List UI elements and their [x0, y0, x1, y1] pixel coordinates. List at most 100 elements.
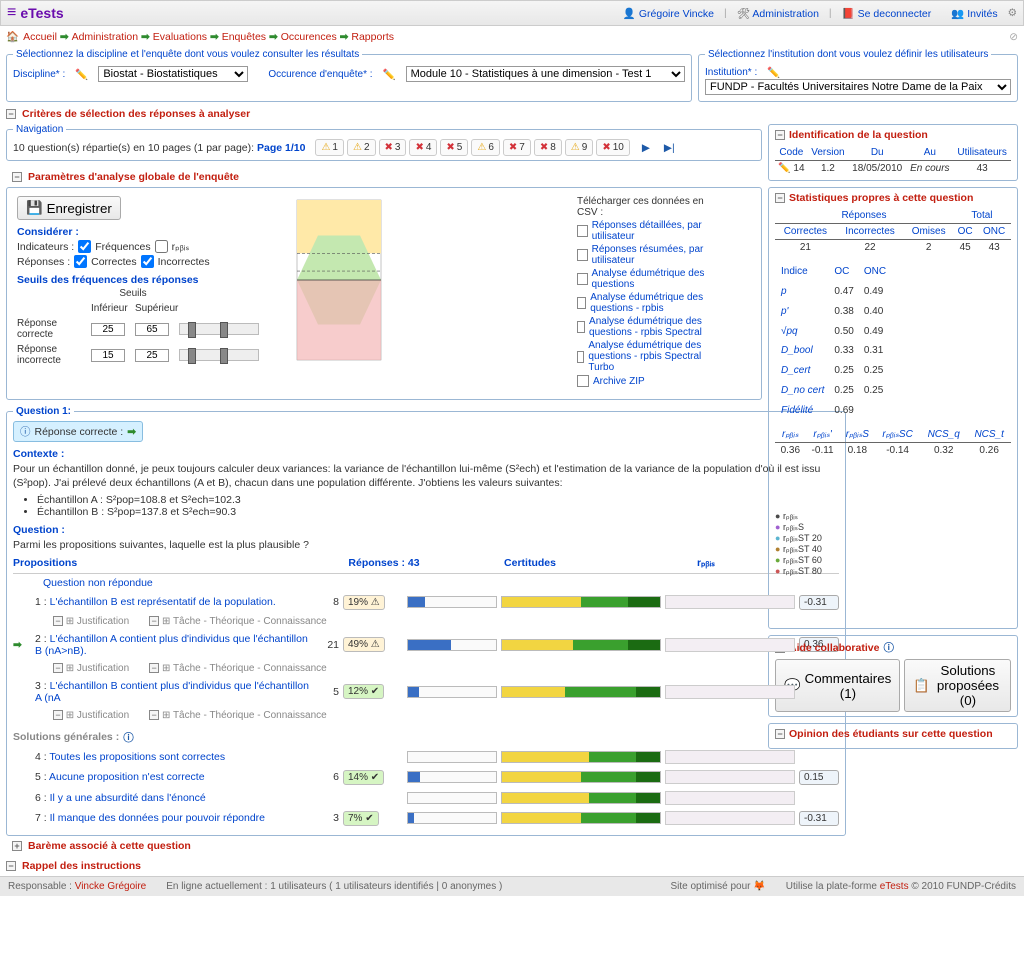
- prop-row: 7 : Il manque des données pour pouvoir r…: [13, 808, 839, 829]
- brand[interactable]: ≡ eTests: [7, 4, 64, 22]
- correct-sup-input[interactable]: [135, 323, 169, 336]
- params-header[interactable]: − Paramètres d'analyse globale de l'enqu…: [6, 167, 762, 187]
- breadcrumb-link[interactable]: Accueil: [23, 31, 57, 43]
- thresh-label: Seuils des fréquences des réponses: [17, 274, 267, 286]
- footer-resp-link[interactable]: Vincke Grégoire: [75, 881, 147, 892]
- topbar: ≡ eTests 👤 Grégoire Vincke | 🛠 Administr…: [0, 0, 1024, 26]
- incorrect-slider[interactable]: [179, 349, 259, 361]
- edit-icon-3[interactable]: ✏️: [767, 66, 780, 79]
- breadcrumb: 🏠 Accueil ➡ Administration ➡ Evaluations…: [0, 26, 1024, 47]
- institution-legend: Sélectionnez l'institution dont vous vou…: [705, 49, 991, 60]
- rappel-header[interactable]: − Rappel des instructions: [0, 856, 1024, 876]
- nav-last-icon[interactable]: ▶|: [662, 142, 677, 154]
- prop-row: 6 : Il y a une absurdité dans l'énoncé: [13, 788, 839, 808]
- qnav-button[interactable]: 4: [409, 139, 437, 156]
- download-link[interactable]: Analyse édumétrique des questions - rpbi…: [577, 292, 727, 314]
- download-link[interactable]: Analyse édumétrique des questions - rpbi…: [577, 316, 727, 338]
- discipline-legend: Sélectionnez la discipline et l'enquête …: [13, 49, 362, 60]
- expand-icon[interactable]: +: [12, 841, 22, 851]
- prop-row: 4 : Toutes les propositions sont correct…: [13, 747, 839, 767]
- qnav-button[interactable]: 9: [565, 139, 594, 156]
- institution-label: Institution* :: [705, 67, 757, 78]
- prop-row: 1 : L'échantillon B est représentatif de…: [13, 592, 839, 613]
- qnav-button[interactable]: 2: [347, 139, 376, 156]
- prop-row: 3 : L'échantillon B contient plus d'indi…: [13, 677, 839, 707]
- collab-panel: −Aide collaborative ⓘ 💬 Commentaires (1)…: [768, 635, 1018, 717]
- expand-icon[interactable]: −: [6, 861, 16, 871]
- bareme-header[interactable]: + Barème associé à cette question: [6, 836, 762, 856]
- prop-row: 5 : Aucune proposition n'est correcte614…: [13, 767, 839, 788]
- user-link[interactable]: 👤 Grégoire Vincke: [623, 7, 714, 20]
- guests-link[interactable]: 👥 Invités: [951, 7, 997, 20]
- id-panel: −Identification de la question CodeVersi…: [768, 124, 1018, 181]
- quadrant-chart: [389, 196, 569, 376]
- logout-link[interactable]: 📕 Se deconnecter: [842, 7, 932, 20]
- correct-inf-input[interactable]: [91, 323, 125, 336]
- breadcrumb-link[interactable]: Rapports: [351, 31, 394, 43]
- context-head: Contexte :: [13, 448, 839, 460]
- props-header: Propositions Réponses : 43 Certitudes rₚ…: [13, 553, 839, 574]
- incorrect-sup-input[interactable]: [135, 349, 169, 362]
- institution-select[interactable]: FUNDP - Facultés Universitaires Notre Da…: [705, 79, 1011, 95]
- freq-checkbox[interactable]: [78, 240, 91, 253]
- question-panel: Question 1: ⓘ Réponse correcte : ➡ Conte…: [6, 406, 846, 836]
- rpbis-checkbox[interactable]: [155, 240, 168, 253]
- footer: Responsable : Vincke Grégoire En ligne a…: [0, 876, 1024, 896]
- mini-quadrant-chart: [826, 464, 986, 624]
- occurrence-label: Occurence d'enquête* :: [268, 69, 372, 80]
- nav-next-icon[interactable]: ▶: [640, 142, 652, 154]
- settings-icon[interactable]: ⚙: [1008, 7, 1017, 19]
- criteria-header[interactable]: − Critères de sélection des réponses à a…: [0, 104, 1024, 124]
- edit-icon-2[interactable]: ✏️: [383, 68, 396, 81]
- qnav-button[interactable]: 7: [503, 139, 531, 156]
- diamond-chart: [275, 196, 385, 376]
- edit-icon[interactable]: ✏️: [75, 68, 88, 81]
- qnav-button[interactable]: 6: [471, 139, 500, 156]
- correct-checkbox[interactable]: [74, 255, 87, 268]
- download-link[interactable]: Analyse édumétrique des questions - rpbi…: [577, 340, 727, 373]
- downloads: Télécharger ces données en CSV : Réponse…: [577, 196, 727, 389]
- admin-link[interactable]: 🛠 Administration: [737, 7, 819, 20]
- collapse-icon[interactable]: −: [6, 109, 16, 119]
- qnav-button[interactable]: 1: [315, 139, 344, 156]
- incorrect-checkbox[interactable]: [141, 255, 154, 268]
- discipline-select[interactable]: Biostat - Biostatistiques: [98, 66, 248, 82]
- discipline-panel: Sélectionnez la discipline et l'enquête …: [6, 49, 692, 102]
- qnav-button[interactable]: 5: [440, 139, 468, 156]
- collapse-icon[interactable]: −: [12, 172, 22, 182]
- nav-legend: Navigation: [13, 124, 66, 135]
- nav-panel: Navigation 10 question(s) répartie(s) en…: [6, 124, 762, 161]
- help-icon[interactable]: ⊘: [1009, 31, 1018, 43]
- download-link[interactable]: Archive ZIP: [577, 375, 727, 387]
- footer-online: En ligne actuellement : 1 utilisateurs (…: [166, 881, 502, 892]
- nav-text: 10 question(s) répartie(s) en 10 pages (…: [13, 142, 254, 154]
- correct-answer-badge: ⓘ Réponse correcte : ➡: [13, 421, 143, 442]
- qnav-button[interactable]: 8: [534, 139, 562, 156]
- download-link[interactable]: Analyse édumétrique des questions: [577, 268, 727, 290]
- brand-text: eTests: [20, 5, 63, 21]
- download-link[interactable]: Réponses détaillées, par utilisateur: [577, 220, 727, 242]
- download-link[interactable]: Réponses résumées, par utilisateur: [577, 244, 727, 266]
- save-button[interactable]: 💾 Enregistrer: [17, 196, 121, 220]
- breadcrumb-link[interactable]: Enquêtes: [222, 31, 266, 43]
- discipline-label: Discipline* :: [13, 69, 65, 80]
- qnav-button[interactable]: 3: [379, 139, 407, 156]
- consider-label: Considérer :: [17, 226, 267, 238]
- solutions-button[interactable]: 📋 Solutions proposées (0): [904, 659, 1011, 712]
- brand-icon: ≡: [7, 4, 16, 22]
- qnav-button[interactable]: 10: [596, 139, 630, 156]
- gen-solutions-head: Solutions générales : ⓘ: [13, 730, 839, 745]
- institution-panel: Sélectionnez l'institution dont vous vou…: [698, 49, 1018, 102]
- breadcrumb-link[interactable]: Occurences: [281, 31, 337, 43]
- breadcrumb-link[interactable]: Evaluations: [153, 31, 207, 43]
- footer-platform-link[interactable]: eTests: [880, 881, 909, 892]
- correct-slider[interactable]: [179, 323, 259, 335]
- occurrence-select[interactable]: Module 10 - Statistiques à une dimension…: [406, 66, 685, 82]
- incorrect-inf-input[interactable]: [91, 349, 125, 362]
- unanswered-label: Question non répondue: [13, 574, 839, 592]
- opinion-panel: −Opinion des étudiants sur cette questio…: [768, 723, 1018, 749]
- mini-diamond-chart: [896, 261, 996, 421]
- breadcrumb-link[interactable]: Administration: [72, 31, 139, 43]
- stats-panel: −Statistiques propres à cette question R…: [768, 187, 1018, 629]
- prop-row: ➡2 : L'échantillon A contient plus d'ind…: [13, 630, 839, 660]
